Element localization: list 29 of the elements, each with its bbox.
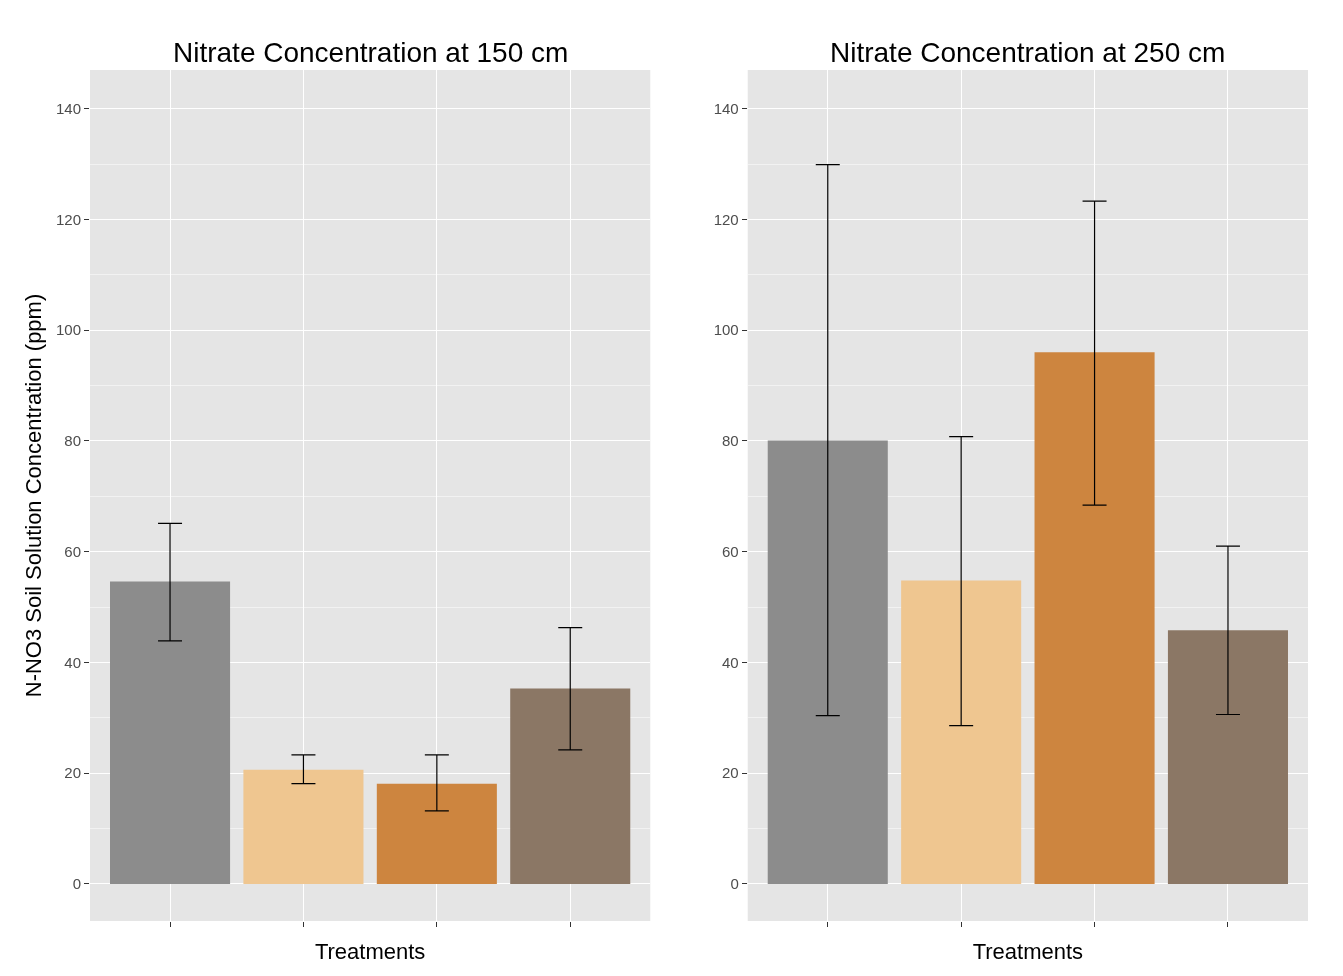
x-axis-title: Treatments: [972, 939, 1084, 965]
bar: [376, 783, 497, 884]
bar: [510, 688, 631, 884]
y-tick-label: 120: [55, 210, 81, 228]
y-tick-label: 20: [722, 764, 739, 782]
x-axis-title: Treatments: [314, 939, 426, 965]
chart-title: Nitrate Concentration at 250 cm: [830, 37, 1226, 68]
y-tick-label: 0: [730, 875, 739, 893]
y-tick-label: 80: [64, 432, 81, 450]
y-tick-label: 20: [64, 764, 81, 782]
y-tick-label: 60: [64, 542, 81, 560]
bar: [1034, 352, 1155, 884]
bar: [767, 440, 888, 884]
chart-title: Nitrate Concentration at 150 cm: [173, 37, 569, 68]
y-axis-title: N-NO3 Soil Solution Concentration (ppm): [20, 293, 46, 698]
y-tick-label: 120: [713, 210, 739, 228]
y-tick-label: 140: [713, 100, 739, 118]
y-tick-label: 40: [722, 653, 739, 671]
y-tick-label: 100: [55, 321, 81, 339]
bar: [243, 769, 364, 884]
y-tick-label: 80: [722, 432, 739, 450]
bar: [110, 581, 231, 884]
y-tick-label: 140: [55, 100, 81, 118]
y-tick-label: 100: [713, 321, 739, 339]
bar: [901, 580, 1022, 884]
y-tick-label: 0: [72, 875, 81, 893]
y-tick-label: 40: [64, 653, 81, 671]
bar: [1167, 630, 1288, 884]
y-tick-label: 60: [722, 542, 739, 560]
